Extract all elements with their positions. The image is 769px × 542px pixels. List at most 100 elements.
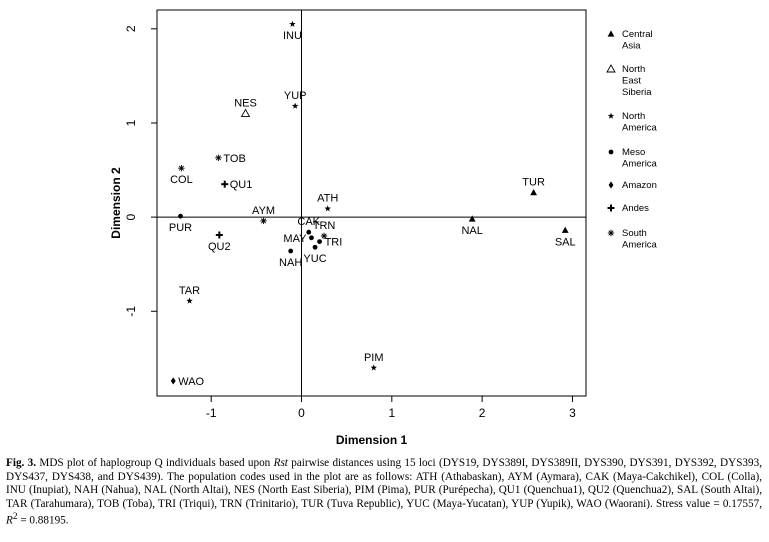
point-label: TUR [522,177,545,189]
marker-south-america [607,229,615,237]
marker-north-america [289,20,296,27]
point-label: TOB [223,153,245,165]
y-tick-label: 2 [124,25,138,32]
point-pim: PIM [364,352,384,371]
legend-label: Meso America [622,147,658,170]
marker-south-america [178,164,185,172]
marker-meso-america [608,149,614,155]
legend-label: North East Siberia [622,64,652,98]
marker-north-america [370,364,377,371]
caption-fig-label: Fig. 3. [6,457,37,469]
marker-meso-america [178,213,183,219]
legend: Central Asia North East Siberia North America M… [606,29,658,251]
marker-meso-america [312,244,318,250]
point-tob: TOB [215,153,246,165]
point-trn: TRN [313,220,336,240]
point-inu: INU [283,20,302,42]
marker-andes [215,231,223,239]
x-tick-label: 2 [479,406,486,420]
marker-north-america [291,102,299,109]
y-axis: -1 0 1 2 [124,25,157,317]
mds-scatter-plot: -1 0 1 2 3 -1 0 1 2 INU NES YUP TOB COL QU1 ATH TUR AYM… [109,9,658,447]
point-sal: SAL [555,226,576,248]
point-label: TAR [179,285,200,297]
marker-central-asia [530,189,538,196]
point-qu2: QU2 [208,231,231,253]
marker-north-america [324,205,331,212]
point-label: CAK [297,216,320,228]
point-label: QU1 [230,179,253,191]
marker-north-east-siberia [606,64,616,73]
y-axis-label: Dimension 2 [109,167,123,239]
x-tick-label: 0 [298,406,305,420]
point-ath: ATH [317,193,338,212]
point-label: TRN [313,220,336,232]
point-nes: NES [234,98,257,118]
marker-meso-america [309,235,314,241]
y-tick-label: 1 [124,119,138,126]
point-tar: TAR [179,285,200,304]
marker-amazon [608,181,614,189]
legend-label: South America [622,228,658,251]
marker-andes [607,204,615,212]
legend-label: Central Asia [622,29,653,52]
point-label: INU [283,30,302,42]
point-nal: NAL [461,215,483,237]
legend-item-central-asia: Central Asia [607,29,653,52]
point-yuc: YUC [303,244,327,265]
point-label: PIM [364,352,384,364]
legend-item-amazon: Amazon [608,180,657,191]
point-label: ATH [317,193,338,205]
marker-meso-america [317,239,322,245]
point-wao: WAO [170,376,205,388]
point-yup: YUP [284,90,307,109]
legend-item-south-america: South America [607,228,658,251]
point-label: NAH [279,257,302,269]
caption-rst: Rst [273,457,288,469]
x-tick-label: 3 [569,406,576,420]
point-qu1: QU1 [221,179,252,191]
reference-lines [157,10,586,396]
legend-item-meso-america: Meso America [608,147,658,170]
marker-meso-america [288,248,294,254]
point-label: AYM [252,205,275,217]
point-label: NES [234,98,257,110]
marker-south-america [260,217,267,225]
point-label: WAO [178,376,204,388]
caption-text-part-3: = 0.88195. [17,515,69,528]
x-axis-label: Dimension 1 [336,433,408,447]
marker-amazon [170,377,176,385]
point-label: NAL [461,225,482,237]
x-axis: -1 0 1 2 3 [206,396,576,420]
point-label: QU2 [208,241,231,253]
x-tick-label: 1 [388,406,395,420]
caption-text-part-2: pairwise distances using 15 loci (DYS19,… [6,457,762,510]
point-cak: CAK [297,216,321,235]
marker-south-america [215,154,222,162]
legend-label: Andes [622,203,649,214]
marker-meso-america [306,229,312,235]
point-label: PUR [169,222,192,234]
caption-r2-superscript: 2 [12,512,18,523]
x-tick-label: -1 [206,406,217,420]
caption-text-part-1: MDS plot of haplogroup Q individuals bas… [36,457,274,469]
marker-south-america [320,232,328,240]
point-aym: AYM [252,205,275,225]
marker-central-asia [561,226,569,233]
point-label: YUP [284,90,307,102]
point-col: COL [170,164,193,186]
plot-frame [156,9,587,397]
marker-north-east-siberia [240,108,251,118]
legend-label: North America [622,111,658,134]
point-label: SAL [555,236,576,248]
y-tick-label: 0 [124,213,138,220]
point-label: COL [170,174,193,186]
marker-central-asia [468,215,476,222]
legend-item-north-america: North America [607,111,658,134]
legend-label: Amazon [622,180,657,191]
point-label: YUC [303,253,326,265]
point-label: MAY [283,233,307,245]
point-tri: TRI [317,237,342,249]
caption-r2-label: R [6,515,13,528]
